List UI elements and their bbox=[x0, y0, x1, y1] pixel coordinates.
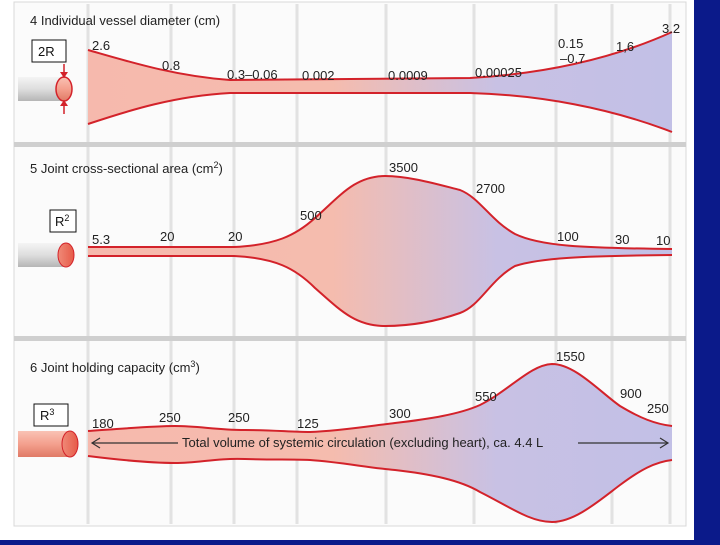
val-5-4: 3500 bbox=[389, 160, 418, 175]
val-6-0: 180 bbox=[92, 416, 114, 431]
panel-separator-2 bbox=[14, 336, 686, 341]
diagram-panel: 4 Individual vessel diameter (cm) 2R 2.6… bbox=[0, 0, 694, 540]
val-6-3: 125 bbox=[297, 416, 319, 431]
r-label-box-6 bbox=[33, 403, 69, 427]
val-5-3: 500 bbox=[300, 208, 322, 223]
val-5-0: 5.3 bbox=[92, 232, 110, 247]
val-4-2: 0.3–0.06 bbox=[227, 67, 278, 82]
val-4-1: 0.8 bbox=[162, 58, 180, 73]
vessel-cylinder-icon-3 bbox=[18, 430, 79, 458]
panel6-title: 6 Joint holding capacity (cm3) bbox=[30, 359, 200, 375]
val-4-0: 2.6 bbox=[92, 38, 110, 53]
val-4-6: 0.15 bbox=[558, 36, 583, 51]
area-outline-bottom bbox=[88, 254, 673, 328]
r-label-r2: R2 bbox=[55, 213, 69, 229]
val-6-8: 250 bbox=[647, 401, 669, 416]
panel-cross-sectional-area: 5 Joint cross-sectional area (cm2) R2 5.… bbox=[18, 160, 673, 328]
total-volume-arrow bbox=[90, 437, 670, 449]
val-4-7: –0.7 bbox=[560, 51, 585, 66]
val-4-9: 3.2 bbox=[662, 21, 680, 36]
diameter-outline-bottom bbox=[87, 92, 673, 133]
val-6-5: 550 bbox=[475, 389, 497, 404]
vessel-cylinder-icon bbox=[18, 64, 73, 114]
r-label-2r: 2R bbox=[38, 44, 55, 59]
val-4-8: 1,6 bbox=[616, 39, 634, 54]
area-shape bbox=[88, 176, 672, 326]
r-label-r3: R3 bbox=[40, 407, 54, 423]
capacity-outline-bottom bbox=[87, 455, 673, 524]
diameter-shape bbox=[88, 32, 672, 132]
area-outline-top bbox=[88, 174, 673, 250]
val-4-4: 0.0009 bbox=[388, 68, 428, 83]
panel-separator-1 bbox=[14, 142, 686, 147]
val-6-2: 250 bbox=[228, 410, 250, 425]
vessel-diagram: 4 Individual vessel diameter (cm) 2R 2.6… bbox=[13, 1, 687, 527]
val-5-5: 2700 bbox=[476, 181, 505, 196]
val-5-6: 100 bbox=[557, 229, 579, 244]
vessel-cylinder-icon-2 bbox=[18, 242, 75, 268]
panel-vessel-diameter: 4 Individual vessel diameter (cm) 2R 2.6… bbox=[18, 13, 680, 133]
val-5-7: 30 bbox=[615, 232, 629, 247]
capacity-outline-top bbox=[87, 362, 673, 434]
val-5-2: 20 bbox=[228, 229, 242, 244]
total-volume-label: Total volume of systemic circulation (ex… bbox=[182, 435, 543, 450]
r-label-box-5 bbox=[49, 209, 77, 233]
val-5-8: 10 bbox=[656, 233, 670, 248]
r-label-box-4 bbox=[31, 39, 67, 63]
val-6-1: 250 bbox=[159, 410, 181, 425]
val-6-4: 300 bbox=[389, 406, 411, 421]
panel-holding-capacity: 6 Joint holding capacity (cm3) R3 180 25… bbox=[18, 349, 673, 524]
panel5-title: 5 Joint cross-sectional area (cm2) bbox=[30, 160, 223, 176]
val-4-3: 0.002 bbox=[302, 68, 335, 83]
capacity-shape bbox=[88, 364, 672, 522]
val-4-5: 0.00025 bbox=[475, 65, 522, 80]
panel4-title: 4 Individual vessel diameter (cm) bbox=[30, 13, 220, 28]
val-5-1: 20 bbox=[160, 229, 174, 244]
val-6-7: 900 bbox=[620, 386, 642, 401]
val-6-6: 1550 bbox=[556, 349, 585, 364]
diameter-outline-top bbox=[87, 31, 673, 82]
